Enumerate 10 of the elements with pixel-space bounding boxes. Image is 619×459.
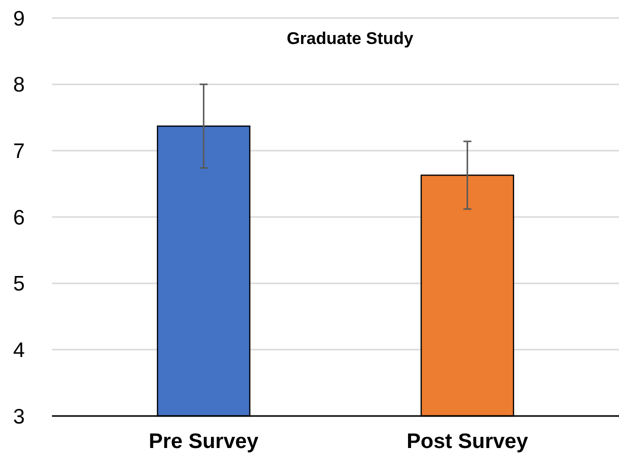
x-tick-label: Post Survey (406, 430, 528, 453)
text: Graduate Study (286, 29, 414, 48)
y-tick-label: 3 (13, 405, 25, 428)
y-tick-label: 5 (13, 272, 25, 296)
y-tick-label: 6 (13, 206, 25, 230)
y-tick-label: 9 (13, 7, 25, 30)
y-tick-label: 4 (13, 339, 26, 362)
x-tick-label: Pre Survey (148, 430, 259, 453)
y-tick-label: 7 (13, 140, 25, 164)
y-tick-label: 8 (13, 74, 25, 97)
